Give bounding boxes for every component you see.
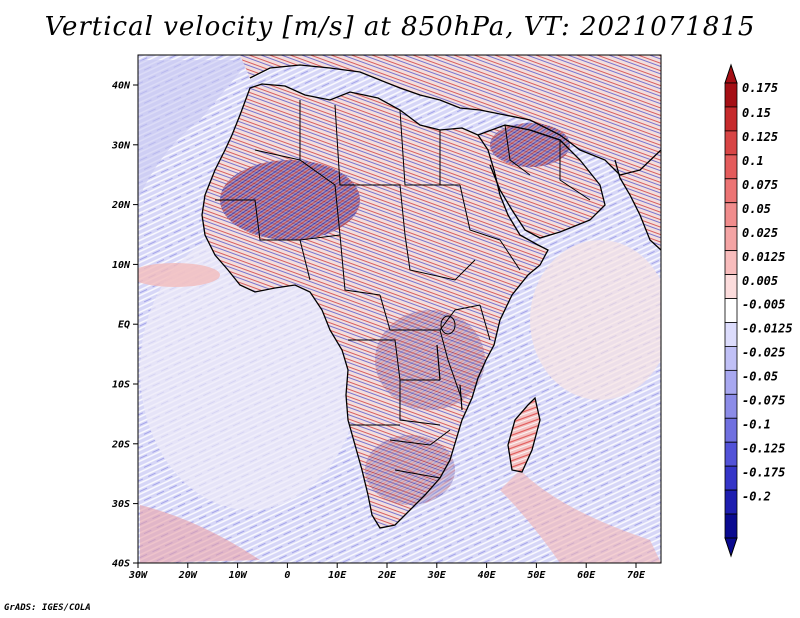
lon-tick-label: 30W xyxy=(128,570,148,581)
colorbar-label: 0.15 xyxy=(742,106,771,120)
lat-tick-label: 10S xyxy=(112,380,130,391)
grads-credit: GrADS: IGES/COLA xyxy=(4,603,91,613)
lat-tick-label: 20S xyxy=(111,439,130,450)
colorbar-segment xyxy=(724,369,738,395)
lat-tick-label: 10N xyxy=(112,260,131,271)
colorbar-segment xyxy=(724,202,738,228)
colorbar-label: -0.1 xyxy=(742,417,771,431)
lake-tanganyika xyxy=(436,344,441,381)
colorbar-segment xyxy=(724,274,738,299)
colorbar-label: -0.005 xyxy=(742,298,785,312)
colorbar-label: -0.05 xyxy=(742,370,778,384)
lat-tick-label: 30N xyxy=(111,140,131,151)
lat-tick-label: 40N xyxy=(112,81,131,92)
europe-asia-landmass xyxy=(240,55,661,175)
colorbar-label: 0.025 xyxy=(742,226,778,240)
colorbar-segment xyxy=(724,106,738,132)
lat-tick-label: 40S xyxy=(112,559,130,570)
colorbar-segment xyxy=(724,513,738,539)
colorbar-segment xyxy=(724,417,738,443)
madagascar-landmass xyxy=(508,398,540,472)
colorbar-segment xyxy=(724,130,738,156)
colorbar-label: 0.075 xyxy=(742,178,778,192)
colorbar-label: -0.0125 xyxy=(742,322,793,336)
colorbar-label: 0.05 xyxy=(742,202,771,216)
map-frame xyxy=(137,54,662,564)
lon-tick-label: 20W xyxy=(178,570,198,581)
lon-tick-label: 50E xyxy=(527,570,546,581)
lake-victoria xyxy=(440,315,456,335)
lat-tick-label: 20N xyxy=(111,200,131,211)
southern-front-band xyxy=(140,505,260,563)
colorbar-label: -0.025 xyxy=(742,346,785,360)
sahara-dense-zone xyxy=(220,160,360,240)
colorbar-segment xyxy=(724,226,738,252)
colorbar-segment xyxy=(724,82,738,108)
colorbar-top-arrow xyxy=(724,63,738,84)
colorbar-label: -0.2 xyxy=(742,489,771,503)
field-layer xyxy=(138,55,661,563)
indian-ocean-positive-region xyxy=(530,240,661,400)
southern-indian-front xyxy=(500,470,661,563)
lon-tick-label: 10E xyxy=(328,570,347,581)
colorbar-label: -0.175 xyxy=(742,465,785,479)
colorbar-label: 0.125 xyxy=(742,130,778,144)
colorbar-segment xyxy=(724,441,738,467)
colorbar-segment xyxy=(724,154,738,180)
longitude-axis: 30W 20W 10W 0 10E 20E 30E 40E 50E 60E 70E xyxy=(128,563,646,581)
colorbar-segment xyxy=(724,465,738,491)
colorbar-segment xyxy=(724,346,738,371)
colorbar-label: 0.005 xyxy=(742,274,778,288)
colorbar-bottom-arrow xyxy=(724,537,738,558)
lon-tick-label: 0 xyxy=(284,570,290,581)
colorbar-segment xyxy=(724,393,738,419)
lon-tick-label: 20E xyxy=(377,570,397,581)
ocean-calm-region xyxy=(140,230,360,510)
colorbar-label: 0.175 xyxy=(742,81,778,95)
colorbar-segment xyxy=(724,178,738,204)
lat-tick-label: 30S xyxy=(111,499,130,510)
southern-africa-zone xyxy=(365,435,455,505)
lat-tick-label: EQ xyxy=(118,320,130,331)
colorbar-segment xyxy=(724,298,738,323)
colorbar-label: 0.0125 xyxy=(742,250,785,264)
north-atlantic-subsidence xyxy=(138,60,250,200)
colorbar-label: -0.075 xyxy=(742,394,785,408)
colorbar-segment xyxy=(724,489,738,515)
central-africa-zone xyxy=(375,310,485,410)
colorbar-label: 0.1 xyxy=(742,154,764,168)
lon-tick-label: 70E xyxy=(627,570,646,581)
lake-malawi xyxy=(459,384,463,411)
colorbar-label: -0.125 xyxy=(742,441,785,455)
lon-tick-label: 60E xyxy=(577,570,596,581)
lon-tick-label: 10W xyxy=(229,570,248,581)
atlantic-positive-band xyxy=(138,263,220,287)
lon-tick-label: 30E xyxy=(427,570,447,581)
country-borders xyxy=(201,64,661,529)
india-landmass xyxy=(615,140,661,250)
middle-east-dense-zone xyxy=(490,123,570,167)
map-title: Vertical velocity [m/s] at 850hPa, VT: 2… xyxy=(44,12,756,42)
lon-tick-label: 40E xyxy=(478,570,497,581)
colorbar-segment xyxy=(724,250,738,275)
latitude-axis: 40N 30N 20N 10N EQ 10S 20S 30S 40S xyxy=(111,81,138,570)
colorbar-segment xyxy=(724,322,738,347)
colorbar: 0.175 0.15 0.125 0.1 0.075 0.05 0.025 0.0125 0.0… xyxy=(724,63,793,558)
